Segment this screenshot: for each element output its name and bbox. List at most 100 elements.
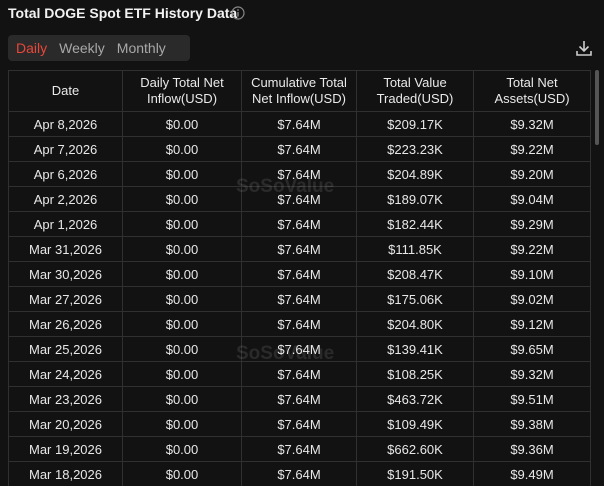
table-cell: $9.12M bbox=[473, 311, 591, 337]
header-row: Date Daily Total Net Inflow(USD) Cumulativ… bbox=[8, 70, 591, 112]
watermark: SoSoValue bbox=[236, 176, 335, 197]
tab[interactable]: Monthly bbox=[116, 40, 166, 56]
table-row: Apr 6,2026 $0.00 $7.64M $204.89K $9.20M bbox=[8, 161, 591, 187]
column-header[interactable]: Date bbox=[8, 70, 123, 112]
table-cell: $204.89K bbox=[356, 161, 474, 187]
table-cell: Apr 1,2026 bbox=[8, 211, 123, 237]
table-cell: $189.07K bbox=[356, 186, 474, 212]
table-cell: $108.25K bbox=[356, 361, 474, 387]
table-cell: $0.00 bbox=[122, 161, 242, 187]
table-cell: $0.00 bbox=[122, 411, 242, 437]
table-cell: $7.64M bbox=[241, 211, 357, 237]
table-cell: Apr 2,2026 bbox=[8, 186, 123, 212]
table-cell: Mar 31,2026 bbox=[8, 236, 123, 262]
table-cell: $111.85K bbox=[356, 236, 474, 262]
table-body: Apr 8,2026 $0.00 $7.64M $209.17K $9.32M Apr 7… bbox=[8, 111, 591, 486]
tab[interactable]: Daily bbox=[16, 40, 48, 56]
table-cell: $223.23K bbox=[356, 136, 474, 162]
table-cell: Mar 18,2026 bbox=[8, 461, 123, 486]
table-cell: $0.00 bbox=[122, 111, 242, 137]
table-cell: $7.64M bbox=[241, 236, 357, 262]
table-cell: Mar 27,2026 bbox=[8, 286, 123, 312]
column-header[interactable]: Cumulative Total Net Inflow(USD) bbox=[241, 70, 357, 112]
table-cell: $9.02M bbox=[473, 286, 591, 312]
title: Total DOGE Spot ETF History Data bbox=[8, 5, 238, 21]
table-row: Mar 25,2026 $0.00 $7.64M $139.41K $9.65M bbox=[8, 336, 591, 362]
table-row: Mar 23,2026 $0.00 $7.64M $463.72K $9.51M bbox=[8, 386, 591, 412]
table-cell: $7.64M bbox=[241, 286, 357, 312]
table-row: Apr 1,2026 $0.00 $7.64M $182.44K $9.29M bbox=[8, 211, 591, 237]
table-row: Mar 19,2026 $0.00 $7.64M $662.60K $9.36M bbox=[8, 436, 591, 462]
table-row: Mar 20,2026 $0.00 $7.64M $109.49K $9.38M bbox=[8, 411, 591, 437]
table-cell: $9.38M bbox=[473, 411, 591, 437]
table-cell: Apr 6,2026 bbox=[8, 161, 123, 187]
table-cell: $0.00 bbox=[122, 461, 242, 486]
history-table: Date Daily Total Net Inflow(USD) Cumulativ… bbox=[8, 70, 591, 486]
table-cell: $208.47K bbox=[356, 261, 474, 287]
table-cell: $7.64M bbox=[241, 261, 357, 287]
table-row: Apr 8,2026 $0.00 $7.64M $209.17K $9.32M bbox=[8, 111, 591, 137]
table-cell: $7.64M bbox=[241, 111, 357, 137]
table-cell: $7.64M bbox=[241, 311, 357, 337]
table-cell: Mar 25,2026 bbox=[8, 336, 123, 362]
table-row: Mar 31,2026 $0.00 $7.64M $111.85K $9.22M bbox=[8, 236, 591, 262]
table-row: Apr 2,2026 $0.00 $7.64M $189.07K $9.04M bbox=[8, 186, 591, 212]
table-cell: $7.64M bbox=[241, 336, 357, 362]
table-cell: Apr 8,2026 bbox=[8, 111, 123, 137]
table-cell: $191.50K bbox=[356, 461, 474, 486]
table-cell: $9.22M bbox=[473, 136, 591, 162]
table-cell: $7.64M bbox=[241, 386, 357, 412]
table-cell: $9.49M bbox=[473, 461, 591, 486]
table-cell: $9.10M bbox=[473, 261, 591, 287]
watermark: SoSoValue bbox=[236, 343, 335, 364]
scrollbar[interactable] bbox=[595, 70, 599, 145]
table-cell: $0.00 bbox=[122, 186, 242, 212]
table-cell: Mar 19,2026 bbox=[8, 436, 123, 462]
table-cell: Mar 30,2026 bbox=[8, 261, 123, 287]
table-cell: $9.65M bbox=[473, 336, 591, 362]
table-cell: $7.64M bbox=[241, 436, 357, 462]
table-cell: $204.80K bbox=[356, 311, 474, 337]
table-cell: Mar 23,2026 bbox=[8, 386, 123, 412]
table-cell: $9.32M bbox=[473, 361, 591, 387]
table-cell: $9.36M bbox=[473, 436, 591, 462]
table-cell: $0.00 bbox=[122, 386, 242, 412]
table-cell: $7.64M bbox=[241, 161, 357, 187]
table-cell: Mar 24,2026 bbox=[8, 361, 123, 387]
table-row: Mar 30,2026 $0.00 $7.64M $208.47K $9.10M bbox=[8, 261, 591, 287]
table-cell: $0.00 bbox=[122, 136, 242, 162]
table-cell: $9.32M bbox=[473, 111, 591, 137]
table-cell: $209.17K bbox=[356, 111, 474, 137]
table-cell: $662.60K bbox=[356, 436, 474, 462]
table-cell: $7.64M bbox=[241, 461, 357, 486]
table-cell: $9.04M bbox=[473, 186, 591, 212]
table-cell: $139.41K bbox=[356, 336, 474, 362]
table-row: Mar 24,2026 $0.00 $7.64M $108.25K $9.32M bbox=[8, 361, 591, 387]
table-cell: $7.64M bbox=[241, 411, 357, 437]
table-cell: $7.64M bbox=[241, 361, 357, 387]
table-cell: Mar 20,2026 bbox=[8, 411, 123, 437]
table-cell: $0.00 bbox=[122, 336, 242, 362]
tab-group: Daily Weekly Monthly bbox=[8, 35, 190, 61]
table-cell: $463.72K bbox=[356, 386, 474, 412]
table-cell: $0.00 bbox=[122, 211, 242, 237]
table-cell: $0.00 bbox=[122, 311, 242, 337]
table-cell: $9.29M bbox=[473, 211, 591, 237]
table-cell: $0.00 bbox=[122, 236, 242, 262]
tab[interactable]: Weekly bbox=[59, 40, 105, 56]
column-header[interactable]: Total Net Assets(USD) bbox=[473, 70, 591, 112]
table-cell: $0.00 bbox=[122, 286, 242, 312]
table-cell: $0.00 bbox=[122, 436, 242, 462]
column-header[interactable]: Daily Total Net Inflow(USD) bbox=[122, 70, 242, 112]
table-row: Mar 26,2026 $0.00 $7.64M $204.80K $9.12M bbox=[8, 311, 591, 337]
table-cell: $0.00 bbox=[122, 261, 242, 287]
table-cell: Mar 26,2026 bbox=[8, 311, 123, 337]
table-row: Mar 27,2026 $0.00 $7.64M $175.06K $9.02M bbox=[8, 286, 591, 312]
table-row: Apr 7,2026 $0.00 $7.64M $223.23K $9.22M bbox=[8, 136, 591, 162]
column-header[interactable]: Total Value Traded(USD) bbox=[356, 70, 474, 112]
info-icon[interactable] bbox=[231, 6, 245, 20]
download-icon[interactable] bbox=[574, 38, 594, 58]
table-cell: $7.64M bbox=[241, 136, 357, 162]
table-cell: $182.44K bbox=[356, 211, 474, 237]
